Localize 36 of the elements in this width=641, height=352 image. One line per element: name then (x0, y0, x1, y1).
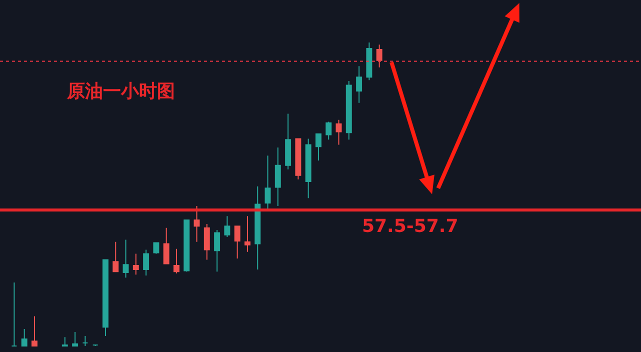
annotation: 57.5-57.7 (362, 216, 458, 237)
candlestick (11, 282, 18, 346)
candlestick (315, 133, 322, 162)
candlestick (366, 42, 372, 81)
candlestick (132, 253, 139, 276)
candlestick (143, 249, 150, 276)
candlestick (285, 113, 292, 170)
candlestick (72, 332, 78, 346)
candlestick (112, 241, 119, 272)
candlestick (82, 335, 88, 346)
candlestick (62, 336, 68, 346)
candlestick (194, 206, 200, 242)
candlestick (264, 155, 271, 211)
candlestick (254, 186, 261, 270)
candlestick (204, 223, 210, 260)
candlestick (184, 220, 190, 272)
candlestick (32, 316, 38, 346)
candlestick (122, 239, 129, 278)
candlestick (214, 230, 220, 272)
candlestick (326, 121, 332, 140)
candlestick (224, 216, 230, 238)
candlestick (163, 227, 170, 264)
candlestick (21, 328, 28, 346)
candlestick (173, 248, 180, 274)
candlestick (356, 66, 362, 104)
candlestick (305, 138, 312, 199)
candlestick (234, 226, 240, 260)
candlestick (244, 216, 250, 252)
candlestick (376, 44, 382, 68)
candlestick (274, 146, 281, 207)
candlestick (295, 138, 302, 180)
candlestick (102, 259, 108, 336)
candlestick (336, 119, 342, 146)
candlestick (346, 80, 352, 140)
text: 原油一小时图 (66, 81, 175, 102)
candlestick (153, 242, 160, 254)
